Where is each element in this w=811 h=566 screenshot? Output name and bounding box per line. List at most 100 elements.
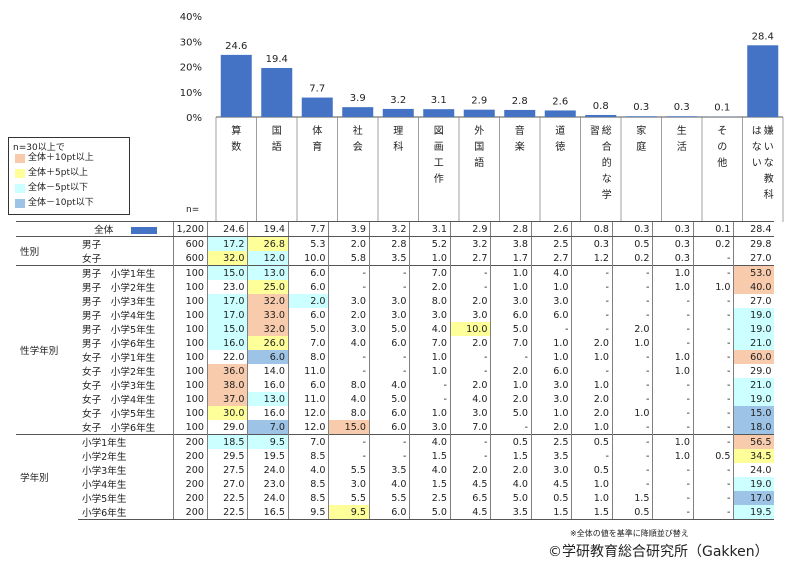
value-cell: 2.0	[490, 463, 532, 477]
category-label: い	[752, 158, 762, 169]
category-label: 合	[602, 140, 612, 153]
value-cell: -	[692, 406, 734, 420]
row-label: 小学1年生	[78, 434, 173, 449]
value-cell: 1.0	[652, 350, 694, 364]
value-cell: -	[611, 449, 653, 463]
value-cell: -	[449, 265, 491, 280]
value-cell: 3.0	[449, 406, 491, 420]
value-cell: 3.0	[449, 308, 491, 322]
value-cell: 0.3	[652, 236, 694, 251]
value-cell: 0.2	[692, 236, 734, 251]
value-cell: 1.0	[490, 378, 532, 392]
value-cell: 12.0	[287, 406, 329, 420]
category-label: 語	[474, 156, 484, 169]
value-cell: -	[692, 463, 734, 477]
value-cell: 6.0	[368, 505, 410, 520]
value-cell: -	[490, 350, 532, 364]
value-cell: 3.0	[328, 322, 370, 336]
value-cell: -	[368, 364, 410, 378]
n-value: 200	[172, 477, 208, 491]
group-label	[16, 221, 78, 237]
value-cell: 16.0	[247, 406, 289, 420]
value-cell: 28.4	[733, 221, 775, 237]
value-cell: -	[571, 308, 613, 322]
value-cell: 17.0	[206, 308, 248, 322]
value-cell: 2.7	[530, 251, 572, 266]
category-label: 工	[434, 158, 444, 169]
value-cell: 4.5	[449, 505, 491, 520]
value-cell: 2.0	[571, 392, 613, 406]
value-cell: -	[692, 434, 734, 449]
row-label: 男子 小学3年生	[82, 297, 156, 308]
group-label: 性別	[16, 236, 78, 266]
sort-note: ※全体の値を基準に降順並び替え	[570, 529, 689, 538]
legend-item: 全体－10pt以下	[15, 198, 94, 209]
n-value: 100	[172, 280, 208, 294]
value-cell: 10.0	[287, 251, 329, 266]
category-label: 教	[764, 172, 774, 185]
category-label: 図	[434, 125, 444, 137]
value-cell: 17.0	[733, 491, 775, 505]
category-label: 家	[636, 124, 646, 137]
value-cell: -	[368, 280, 410, 294]
category-label: 習	[590, 125, 600, 137]
bar	[423, 109, 455, 117]
category-label: 楽	[515, 140, 525, 153]
value-cell: 1.0	[409, 350, 451, 364]
data-label: 2.9	[471, 96, 487, 107]
value-cell: 4.0	[409, 322, 451, 336]
value-cell: 3.8	[490, 236, 532, 251]
category-label: は	[752, 125, 762, 137]
value-cell: 53.0	[733, 265, 775, 280]
value-cell: -	[692, 308, 734, 322]
value-cell: 2.8	[490, 221, 532, 237]
value-cell: 1.0	[652, 280, 694, 294]
y-tick-label: 20%	[180, 63, 202, 74]
value-cell: 2.0	[328, 308, 370, 322]
value-cell: 0.2	[611, 251, 653, 266]
value-cell: 23.0	[247, 477, 289, 491]
n-value: 1,200	[172, 221, 208, 237]
table-row: 小学5年生 200 22.5 24.0 8.5 5.5 5.5 2.5 6.5 5.0 0.5 1.0…	[16, 491, 775, 505]
value-cell: 3.9	[328, 221, 370, 237]
row-label: 女子 小学4年生	[82, 395, 156, 406]
y-tick-label: 0%	[186, 113, 202, 124]
value-cell: -	[449, 280, 491, 294]
value-cell: -	[611, 477, 653, 491]
value-cell: 4.0	[328, 336, 370, 350]
row-label: 男子 小学2年生	[82, 283, 156, 294]
table-row: 女子 小学1年生 100 22.0 6.0 8.0- -1.0- -1.0 1.0-1.0-6…	[16, 350, 775, 364]
value-cell: 27.0	[733, 251, 775, 266]
value-cell: -	[692, 350, 734, 364]
value-cell: 7.7	[287, 221, 329, 237]
value-cell: -	[652, 406, 694, 420]
value-cell: 5.5	[328, 491, 370, 505]
n-value: 100	[172, 350, 208, 364]
value-cell: 12.0	[287, 420, 329, 435]
value-cell: -	[449, 434, 491, 449]
legend-item: 全体－5pt以下	[15, 183, 88, 194]
value-cell: 40.0	[733, 280, 775, 294]
n-value: 100	[172, 294, 208, 308]
n-value: 200	[172, 505, 208, 520]
value-cell: 2.0	[530, 420, 572, 435]
value-cell: 1.0	[652, 434, 694, 449]
value-cell: -	[652, 505, 694, 520]
value-cell: -	[692, 491, 734, 505]
value-cell: 1.0	[571, 491, 613, 505]
value-cell: 4.0	[368, 378, 410, 392]
data-label: 0.3	[674, 102, 690, 113]
bar	[463, 109, 495, 117]
value-cell: 27.5	[206, 463, 248, 477]
value-cell: -	[611, 265, 653, 280]
value-cell: 32.0	[247, 294, 289, 308]
value-cell: 4.0	[409, 463, 451, 477]
value-cell: 5.5	[368, 491, 410, 505]
bar	[585, 114, 617, 117]
value-cell: 2.5	[409, 491, 451, 505]
value-cell: -	[692, 378, 734, 392]
value-cell: -	[652, 463, 694, 477]
table-row: 男子 小学2年生 100 23.0 25.0 6.0- -2.0-1.0 1.0- -1.0 1…	[16, 280, 775, 294]
value-cell: 3.2	[449, 236, 491, 251]
value-cell: -	[652, 491, 694, 505]
